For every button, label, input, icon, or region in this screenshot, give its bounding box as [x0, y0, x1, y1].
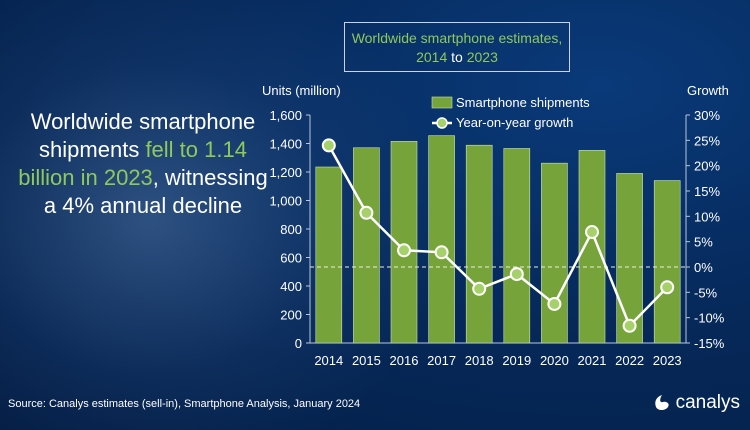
legend-bar-label: Smartphone shipments — [456, 95, 590, 110]
headline: Worldwide smartphone shipments fell to 1… — [18, 108, 268, 220]
growth-point-2021 — [585, 225, 599, 240]
x-tick-label: 2022 — [615, 353, 644, 368]
left-tick-label: 1,000 — [269, 194, 302, 209]
left-axis-label: Units (million) — [262, 83, 341, 98]
bar-2020 — [541, 162, 568, 344]
title-year-end: 2023 — [466, 49, 498, 65]
left-tick-label: 800 — [280, 222, 302, 237]
x-tick-label: 2020 — [540, 353, 569, 368]
x-tick-label: 2017 — [427, 353, 456, 368]
bar-2015 — [353, 147, 380, 344]
bar-2017 — [428, 135, 455, 344]
right-tick-label: 15% — [694, 184, 720, 199]
growth-point-2014 — [321, 138, 336, 153]
x-tick-label: 2018 — [465, 353, 494, 368]
bar-2021 — [578, 150, 606, 344]
logo-text: canalys — [675, 392, 740, 413]
x-tick-label: 2023 — [653, 353, 682, 368]
x-tick-label: 2015 — [352, 353, 381, 368]
growth-point-2017 — [434, 245, 449, 260]
growth-point-2016 — [397, 243, 411, 258]
left-tick-label: 1,400 — [269, 137, 302, 152]
growth-point-2015 — [359, 205, 374, 220]
right-tick-label: 5% — [694, 235, 713, 250]
legend-line-marker — [436, 117, 448, 129]
source-note: Source: Canalys estimates (sell-in), Sma… — [8, 398, 361, 410]
title-line1: Worldwide smartphone estimates, — [351, 30, 563, 46]
left-tick-label: 1,600 — [269, 108, 302, 123]
canalys-swirl-icon — [654, 395, 669, 410]
bar-2019 — [503, 148, 531, 344]
legend-bar-swatch — [431, 96, 453, 109]
right-tick-label: 10% — [694, 209, 720, 224]
bar-2018 — [465, 144, 493, 344]
bar-2023 — [653, 180, 681, 344]
bar-2014 — [315, 166, 343, 344]
growth-point-2020 — [547, 296, 562, 311]
right-tick-label: 25% — [694, 133, 720, 148]
right-tick-label: -10% — [694, 311, 725, 326]
right-tick-label: 30% — [694, 108, 720, 123]
growth-point-2018 — [472, 281, 487, 296]
bar-2022 — [616, 173, 643, 344]
headline-highlight: fell to 1.14 billion in 2023 — [18, 137, 247, 190]
growth-point-2022 — [622, 318, 637, 333]
headline-part1: Worldwide smartphone shipments — [30, 109, 256, 162]
growth-point-2023 — [660, 280, 675, 295]
growth-point-2019 — [509, 267, 524, 282]
right-axis-label: Growth — [687, 83, 729, 98]
right-tick-label: 0% — [694, 260, 713, 275]
title-to: to — [447, 49, 467, 65]
x-tick-label: 2016 — [390, 353, 419, 368]
left-tick-label: 200 — [280, 308, 302, 323]
x-tick-label: 2019 — [502, 353, 531, 368]
growth-line — [327, 144, 669, 329]
canalys-logo: canalys — [652, 392, 740, 414]
left-tick-label: 600 — [280, 251, 302, 266]
chart-title-box: Worldwide smartphone estimates, 2014 to … — [344, 22, 570, 72]
left-tick-label: 0 — [295, 336, 302, 351]
headline-part3: , witnessing a 4% annual decline — [43, 165, 268, 218]
right-tick-label: 20% — [694, 159, 720, 174]
right-tick-label: -15% — [694, 336, 725, 351]
left-tick-label: 400 — [280, 279, 302, 294]
title-year-start: 2014 — [416, 49, 448, 65]
left-tick-label: 1,200 — [269, 165, 302, 180]
right-tick-label: -5% — [694, 285, 718, 300]
x-tick-label: 2021 — [578, 353, 607, 368]
legend-line-label: Year-on-year growth — [456, 115, 573, 130]
x-tick-label: 2014 — [314, 353, 343, 368]
chart: Units (million) Growth 0 200 400 600 800 1,00… — [262, 83, 729, 368]
